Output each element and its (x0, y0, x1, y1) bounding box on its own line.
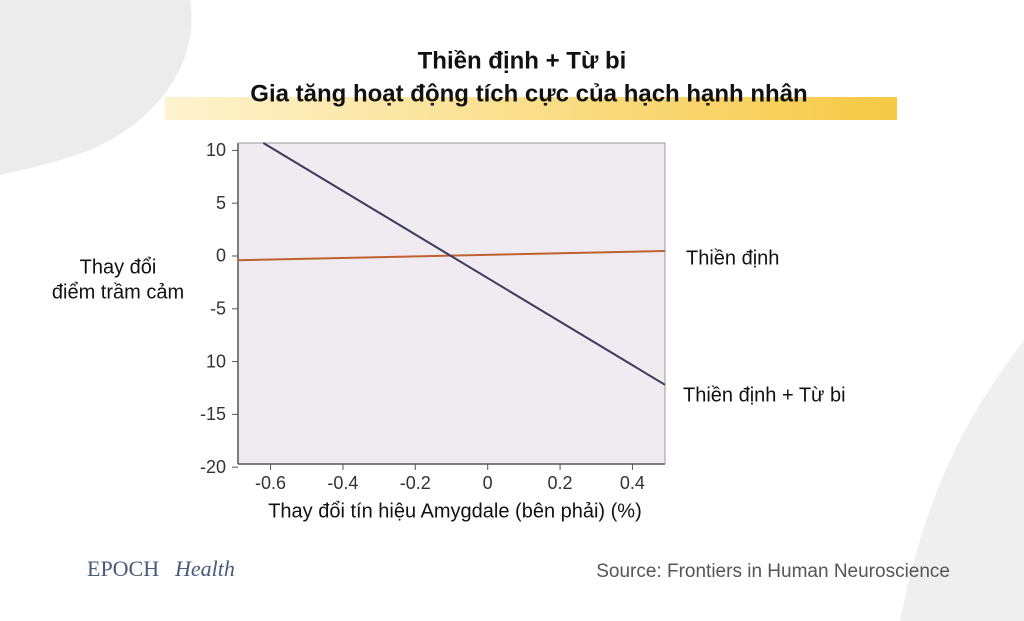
y-tick-label: 5 (216, 193, 226, 213)
x-axis-label: Thay đổi tín hiệu Amygdale (bên phải) (%… (268, 500, 642, 522)
y-tick-label: -20 (200, 457, 226, 477)
title-highlight (165, 97, 897, 120)
y-axis-label: Thay đổi (80, 256, 157, 278)
x-tick-label: -0.6 (255, 473, 286, 493)
decor (0, 0, 192, 175)
source: Source: Frontiers in Human Neuroscience (596, 561, 950, 582)
y-axis-label: điểm trầm cảm (52, 281, 184, 303)
decor (900, 340, 1024, 621)
plot-area (238, 143, 665, 464)
x-tick-label: 0.2 (548, 473, 573, 493)
y-tick-label: -5 (210, 299, 226, 319)
x-tick-label: 0 (483, 473, 493, 493)
brand: Health (174, 556, 235, 581)
chart-title: Thiền định + Từ bi (418, 47, 627, 74)
y-tick-label: -15 (200, 404, 226, 424)
x-tick-label: 0.4 (620, 473, 645, 493)
y-tick-label: 10 (206, 140, 226, 160)
series-line (262, 142, 666, 386)
y-tick-label: 10 (206, 351, 226, 371)
x-tick-label: -0.4 (327, 473, 358, 493)
series-label: Thiền định + Từ bi (683, 384, 846, 406)
y-tick-label: 0 (216, 246, 226, 266)
chart-subtitle: Gia tăng hoạt động tích cực của hạch hạn… (250, 80, 807, 107)
brand: EPOCH (87, 556, 159, 581)
series-label: Thiền định (686, 247, 779, 269)
x-tick-label: -0.2 (400, 473, 431, 493)
